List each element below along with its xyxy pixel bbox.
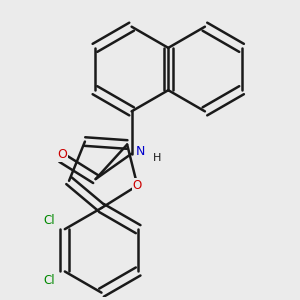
Text: H: H (152, 153, 161, 163)
Text: N: N (136, 145, 146, 158)
Text: Cl: Cl (44, 274, 55, 287)
Text: O: O (57, 148, 67, 161)
Text: O: O (133, 179, 142, 192)
Text: Cl: Cl (44, 214, 55, 227)
